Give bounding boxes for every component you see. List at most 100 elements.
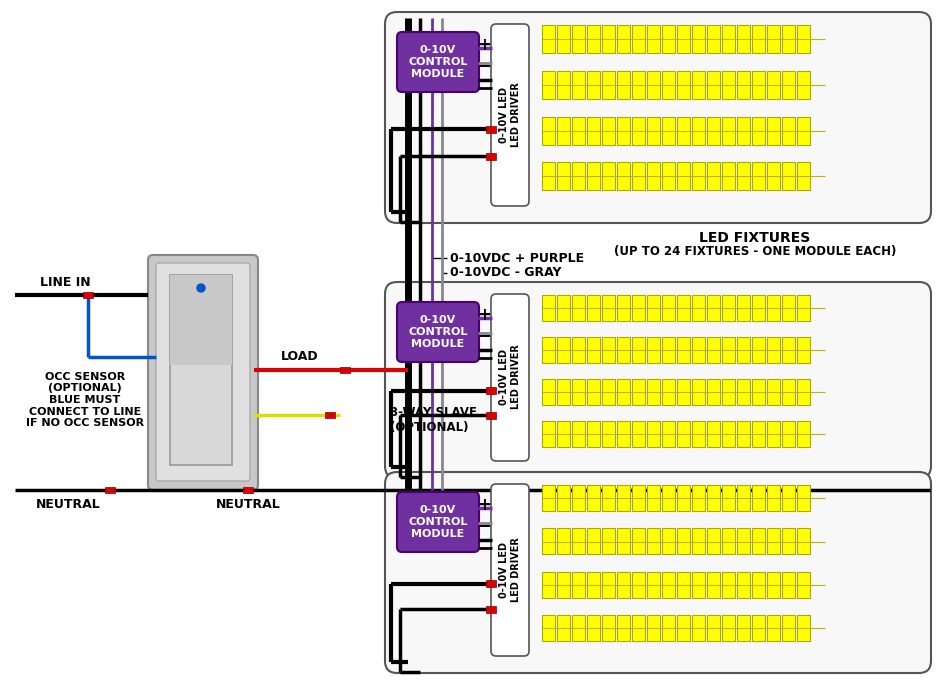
Bar	[632, 116, 645, 144]
Bar	[587, 421, 600, 447]
Bar	[707, 162, 720, 190]
Bar	[737, 615, 750, 640]
Bar	[572, 71, 585, 99]
Bar	[692, 571, 705, 598]
Bar	[692, 25, 705, 53]
Bar	[782, 615, 795, 640]
Bar	[602, 71, 615, 99]
Bar	[767, 116, 780, 144]
Text: NEUTRAL: NEUTRAL	[215, 498, 280, 510]
Bar	[752, 421, 765, 447]
Bar	[737, 116, 750, 144]
Text: LOAD: LOAD	[281, 351, 319, 363]
Bar	[572, 162, 585, 190]
Bar	[707, 571, 720, 598]
Bar	[692, 379, 705, 405]
Bar	[557, 485, 570, 511]
Bar	[542, 25, 555, 53]
Bar	[707, 337, 720, 363]
Bar	[617, 71, 630, 99]
Bar	[797, 379, 810, 405]
Bar	[602, 162, 615, 190]
Bar	[587, 379, 600, 405]
Bar	[662, 295, 675, 321]
Bar	[587, 71, 600, 99]
Bar	[572, 528, 585, 554]
Bar	[662, 337, 675, 363]
Bar	[722, 116, 735, 144]
Bar	[677, 162, 690, 190]
Bar	[752, 116, 765, 144]
Bar	[767, 25, 780, 53]
Bar	[587, 485, 600, 511]
Bar	[557, 71, 570, 99]
Bar	[632, 71, 645, 99]
Bar	[587, 615, 600, 640]
Bar	[572, 571, 585, 598]
Bar	[632, 295, 645, 321]
Bar	[486, 126, 496, 133]
Bar	[677, 421, 690, 447]
Bar	[797, 615, 810, 640]
Text: −: −	[478, 516, 491, 534]
Bar	[677, 116, 690, 144]
Bar	[632, 379, 645, 405]
Bar	[737, 337, 750, 363]
Bar	[542, 615, 555, 640]
Bar	[557, 379, 570, 405]
Bar	[737, 485, 750, 511]
Bar	[677, 485, 690, 511]
Bar	[692, 421, 705, 447]
Bar	[647, 295, 660, 321]
Bar	[542, 71, 555, 99]
Bar	[662, 485, 675, 511]
Bar	[722, 295, 735, 321]
Bar	[617, 528, 630, 554]
Bar	[797, 162, 810, 190]
Bar	[782, 116, 795, 144]
Bar	[707, 25, 720, 53]
Bar	[707, 528, 720, 554]
Bar	[707, 421, 720, 447]
Bar	[632, 615, 645, 640]
Bar	[105, 486, 115, 493]
Bar	[83, 292, 93, 298]
Bar	[797, 295, 810, 321]
Bar	[782, 295, 795, 321]
Bar	[486, 412, 496, 419]
Bar	[602, 295, 615, 321]
FancyBboxPatch shape	[491, 294, 529, 461]
Bar	[617, 485, 630, 511]
Bar	[572, 485, 585, 511]
Bar	[782, 25, 795, 53]
Bar	[617, 162, 630, 190]
Bar	[722, 337, 735, 363]
Bar	[557, 615, 570, 640]
Bar	[617, 295, 630, 321]
Bar	[692, 485, 705, 511]
Bar	[707, 379, 720, 405]
Bar	[647, 116, 660, 144]
Bar	[647, 162, 660, 190]
Bar	[707, 295, 720, 321]
Bar	[707, 71, 720, 99]
Bar	[557, 162, 570, 190]
Text: −: −	[478, 56, 491, 74]
Bar	[587, 162, 600, 190]
Bar	[557, 295, 570, 321]
Bar	[782, 571, 795, 598]
Bar	[325, 412, 335, 419]
Text: 3-WAY SLAVE
(OPTIONAL): 3-WAY SLAVE (OPTIONAL)	[390, 406, 477, 434]
Bar	[662, 71, 675, 99]
Bar	[692, 71, 705, 99]
Bar	[782, 379, 795, 405]
Bar	[617, 615, 630, 640]
Bar	[647, 615, 660, 640]
Bar	[617, 421, 630, 447]
Bar	[782, 485, 795, 511]
Bar	[677, 571, 690, 598]
Bar	[587, 528, 600, 554]
Bar	[632, 25, 645, 53]
Bar	[632, 528, 645, 554]
Bar	[767, 615, 780, 640]
